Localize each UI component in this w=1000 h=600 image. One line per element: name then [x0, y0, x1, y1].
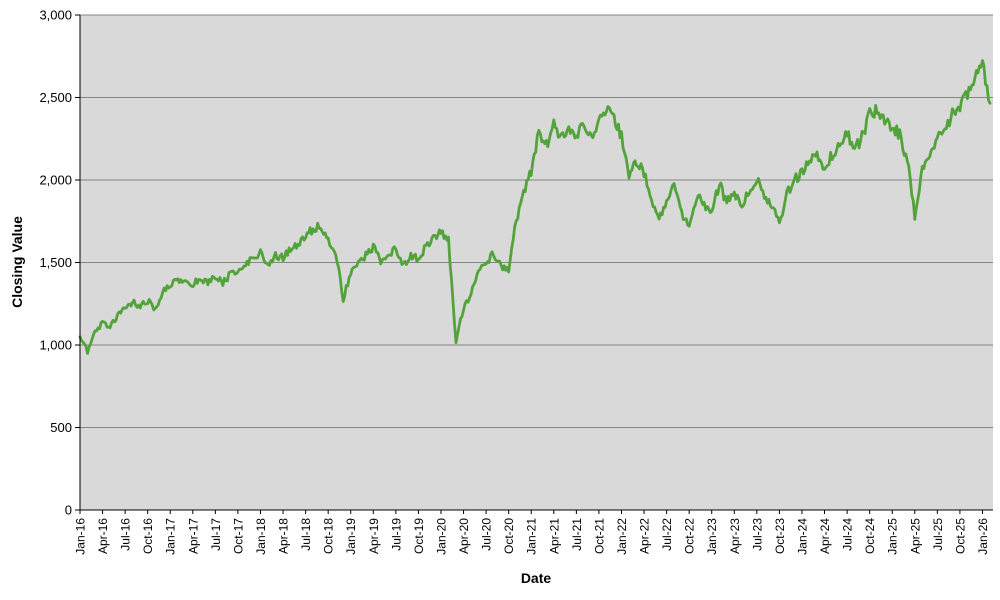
x-tick-label: Jul-16	[119, 518, 133, 551]
x-tick-label: Apr-19	[367, 518, 381, 554]
x-tick-label: Oct-25	[953, 518, 967, 554]
y-axis-title: Closing Value	[9, 216, 25, 308]
x-tick-label: Oct-19	[412, 518, 426, 554]
y-tick-label: 2,500	[39, 90, 72, 105]
x-tick-label: Oct-18	[322, 518, 336, 554]
y-tick-label: 0	[65, 503, 72, 518]
x-tick-label: Oct-20	[502, 518, 516, 554]
x-tick-label: Jan-19	[344, 518, 358, 555]
x-tick-label: Jan-20	[434, 518, 448, 555]
x-tick-label: Apr-18	[277, 518, 291, 554]
y-tick-label: 3,000	[39, 8, 72, 23]
y-tick-label: 500	[50, 420, 72, 435]
x-tick-label: Apr-24	[818, 518, 832, 554]
x-tick-label: Jul-22	[660, 518, 674, 551]
axes-layer	[75, 14, 993, 514]
x-tick-label: Oct-24	[863, 518, 877, 554]
y-tick-label: 1,500	[39, 255, 72, 270]
x-tick-label: Jul-18	[299, 518, 313, 551]
x-tick-label: Jul-24	[841, 518, 855, 551]
x-tick-label: Apr-25	[908, 518, 922, 554]
x-tick-label: Jul-17	[209, 518, 223, 551]
x-tick-label: Jul-25	[931, 518, 945, 551]
y-tick-label: 1,000	[39, 338, 72, 353]
x-tick-label: Jul-23	[750, 518, 764, 551]
x-tick-label: Jan-16	[74, 518, 88, 555]
x-tick-label: Jan-17	[164, 518, 178, 555]
x-tick-label: Apr-16	[96, 518, 110, 554]
x-tick-label: Jan-18	[254, 518, 268, 555]
x-tick-label: Oct-22	[683, 518, 697, 554]
x-tick-label: Oct-16	[141, 518, 155, 554]
x-tick-label: Apr-20	[457, 518, 471, 554]
x-tick-label: Jan-22	[615, 518, 629, 555]
x-tick-label: Jan-25	[886, 518, 900, 555]
x-tick-label: Oct-21	[592, 518, 606, 554]
closing-value-line	[78, 59, 992, 355]
tick-labels-layer: 0 500 1,000 1,500 2,000 2,500 3,000 Jan-16 Apr-1…	[39, 8, 990, 555]
x-tick-label: Jul-20	[480, 518, 494, 551]
series-layer	[78, 59, 992, 355]
x-axis-title: Date	[521, 570, 552, 586]
x-tick-label: Jan-21	[525, 518, 539, 555]
x-tick-label: Apr-17	[186, 518, 200, 554]
x-tick-label: Apr-22	[638, 518, 652, 554]
x-tick-label: Jan-26	[976, 518, 990, 555]
x-tick-label: Jul-19	[389, 518, 403, 551]
x-tick-label: Jul-21	[570, 518, 584, 551]
x-tick-label: Jan-23	[705, 518, 719, 555]
x-tick-label: Oct-17	[231, 518, 245, 554]
gridlines-layer	[80, 14, 993, 428]
y-tick-label: 2,000	[39, 173, 72, 188]
x-tick-label: Oct-23	[773, 518, 787, 554]
x-tick-label: Apr-23	[728, 518, 742, 554]
x-tick-label: Jan-24	[795, 518, 809, 555]
x-tick-label: Apr-21	[547, 518, 561, 554]
